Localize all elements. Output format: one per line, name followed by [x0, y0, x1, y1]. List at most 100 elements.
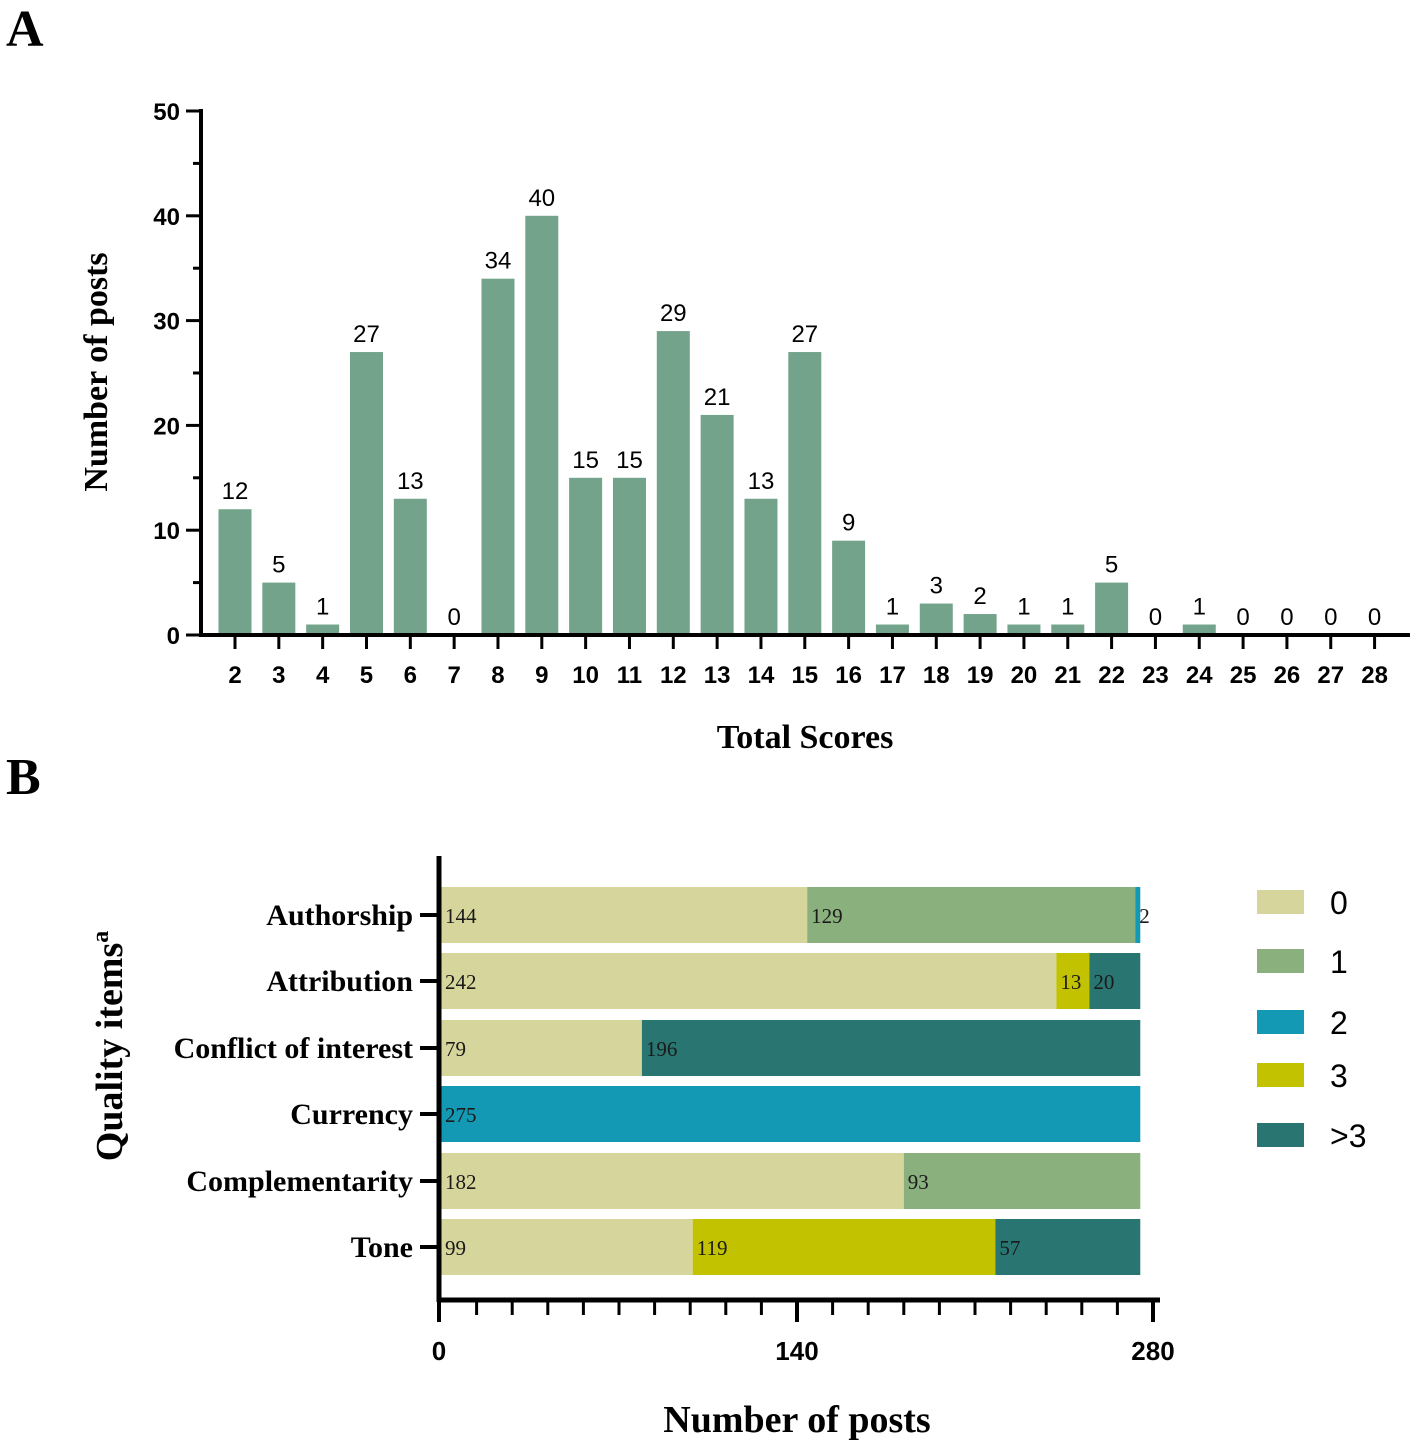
segment-label-attribution-score-3: 13: [1060, 970, 1081, 994]
bar-score-20: [1007, 624, 1041, 635]
data-label-score-7: 0: [447, 604, 460, 631]
panel-b-y-axis-title: Quality itemsa: [88, 931, 131, 1161]
x-tick-label-18: 18: [923, 662, 950, 689]
bar-score-17: [875, 624, 909, 635]
panel-b-x-axis-title: Number of posts: [663, 1399, 930, 1441]
panel-b-legend: 0 1 2 3 >3: [1257, 885, 1366, 1154]
data-label-score-9: 40: [528, 185, 555, 212]
panel-b-letter: B: [6, 749, 41, 806]
legend-label-2: 2: [1330, 1005, 1348, 1041]
x-tick-label-2: 2: [228, 662, 241, 689]
segment-label-authorship-score-0: 144: [445, 904, 477, 928]
data-label-score-16: 9: [842, 510, 855, 537]
x-tick-label-10: 10: [572, 662, 599, 689]
data-label-score-27: 0: [1324, 604, 1337, 631]
segment-complementarity-score-1: [903, 1153, 1141, 1209]
data-label-score-23: 0: [1149, 604, 1162, 631]
segment-label-complementarity-score-0: 182: [445, 1170, 477, 1194]
bar-score-9: [525, 215, 559, 636]
data-label-score-11: 15: [616, 447, 643, 474]
panel-b-x-ticks: 0 140 280: [432, 1300, 1175, 1366]
category-label-currency: Currency: [290, 1098, 413, 1131]
bar-score-18: [919, 603, 953, 635]
bar-score-5: [349, 352, 383, 635]
x-tick-label-9: 9: [535, 662, 548, 689]
x-tick-label-5: 5: [360, 662, 373, 689]
segment-tone-score-0: [441, 1219, 693, 1275]
segment-attribution-score-gt3: [1089, 953, 1141, 1009]
data-label-score-10: 15: [572, 447, 599, 474]
bar-score-16: [832, 540, 866, 635]
panel-a-x-axis-title: Total Scores: [717, 719, 894, 756]
x-tick-label-27: 27: [1317, 662, 1344, 689]
x-tick-label-13: 13: [704, 662, 731, 689]
segment-label-authorship-score-1: 129: [811, 904, 843, 928]
bar-score-14: [744, 498, 778, 635]
panel-b-y-axis-title-superscript: a: [88, 931, 114, 943]
bar-score-12: [656, 331, 690, 635]
y-tick-label-10: 10: [153, 518, 180, 545]
segment-label-complementarity-score-1: 93: [908, 1170, 929, 1194]
data-label-score-25: 0: [1236, 604, 1249, 631]
legend-label-gt3: >3: [1330, 1118, 1366, 1154]
segment-label-currency-score-2: 275: [445, 1103, 477, 1127]
x-tick-label-21: 21: [1054, 662, 1081, 689]
bar-score-19: [963, 614, 997, 635]
segment-label-conflict-of-interest-score-0: 79: [445, 1037, 466, 1061]
segment-tone-score-3: [692, 1219, 996, 1275]
legend-label-1: 1: [1330, 944, 1348, 980]
data-label-score-4: 1: [316, 594, 329, 621]
data-label-score-21: 1: [1061, 594, 1074, 621]
data-label-score-26: 0: [1280, 604, 1293, 631]
x-tick-label-280: 280: [1131, 1336, 1174, 1366]
data-label-score-2: 12: [222, 478, 249, 505]
x-tick-label-12: 12: [660, 662, 687, 689]
legend-swatch-0: [1257, 890, 1304, 914]
bar-score-21: [1051, 624, 1085, 635]
legend-swatch-3: [1257, 1063, 1304, 1087]
panel-a-letter: A: [6, 1, 44, 58]
x-tick-label-8: 8: [491, 662, 504, 689]
legend-swatch-gt3: [1257, 1123, 1304, 1147]
segment-currency-score-2: [441, 1086, 1141, 1142]
legend-label-0: 0: [1330, 885, 1348, 921]
x-tick-label-20: 20: [1011, 662, 1038, 689]
y-tick-label-40: 40: [153, 204, 180, 231]
bar-score-13: [700, 414, 734, 635]
segment-label-attribution-score-gt3: 20: [1093, 970, 1114, 994]
segment-label-conflict-of-interest-score-gt3: 196: [646, 1037, 678, 1061]
legend-swatch-2: [1257, 1010, 1304, 1034]
panel-b-segment-labels: 144 129 2 242 13 20 79 196 275 182 93 99 119 57: [445, 904, 1150, 1260]
y-tick-label-0: 0: [167, 623, 180, 650]
y-tick-label-20: 20: [153, 413, 180, 440]
x-tick-label-22: 22: [1098, 662, 1125, 689]
category-label-attribution: Attribution: [266, 965, 413, 998]
panel-b-category-labels: Authorship Attribution Conflict of interes…: [174, 899, 439, 1264]
category-label-complementarity: Complementarity: [186, 1165, 413, 1198]
x-tick-label-4: 4: [316, 662, 330, 689]
bar-score-22: [1095, 582, 1129, 635]
panel-a-y-ticks: 0 10 20 30 40 50: [153, 99, 201, 650]
segment-label-attribution-score-0: 242: [445, 970, 477, 994]
legend-label-3: 3: [1330, 1058, 1348, 1094]
data-label-score-8: 34: [485, 248, 512, 275]
x-tick-label-140: 140: [775, 1336, 818, 1366]
y-tick-label-30: 30: [153, 309, 180, 336]
segment-conflict-of-interest-score-0: [441, 1020, 642, 1076]
segment-label-tone-score-0: 99: [445, 1236, 466, 1260]
category-label-tone: Tone: [351, 1231, 413, 1264]
data-label-score-20: 1: [1017, 594, 1030, 621]
bar-score-2: [218, 509, 252, 635]
y-tick-label-50: 50: [153, 99, 180, 126]
data-label-score-6: 13: [397, 468, 424, 495]
bar-score-15: [788, 352, 822, 635]
x-tick-label-7: 7: [447, 662, 460, 689]
segment-label-authorship-score-2: 2: [1139, 904, 1150, 928]
x-tick-label-15: 15: [791, 662, 818, 689]
data-label-score-13: 21: [704, 384, 731, 411]
data-label-score-28: 0: [1368, 604, 1381, 631]
panel-b-bars: [441, 887, 1141, 1275]
